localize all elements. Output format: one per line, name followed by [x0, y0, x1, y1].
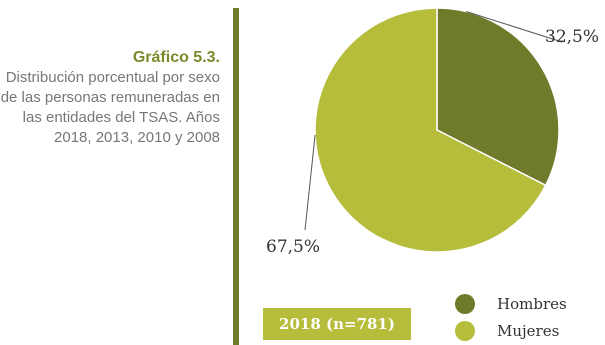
legend-label-hombres: Hombres [497, 294, 567, 313]
legend-swatch-mujeres [455, 320, 475, 341]
leader-line-hombres [466, 11, 563, 43]
chart-caption: Gráfico 5.3. Distribución porcentual por… [0, 48, 220, 148]
caption-body: Distribución porcentual por sexo de las … [0, 69, 220, 146]
leader-line-mujeres [304, 134, 316, 231]
legend-swatch-hombres [455, 293, 475, 314]
legend-label-mujeres: Mujeres [497, 321, 560, 340]
slice-label-hombres: 32,5% [545, 27, 599, 47]
legend: Hombres Mujeres [455, 290, 567, 344]
year-tag: 2018 (n=781) [263, 308, 411, 340]
vertical-divider [233, 8, 239, 345]
caption-title: Gráfico 5.3. [132, 49, 220, 66]
pie-slice-hombres [436, 7, 560, 187]
slice-label-mujeres: 67,5% [266, 237, 320, 257]
legend-item-mujeres: Mujeres [455, 317, 567, 344]
legend-item-hombres: Hombres [455, 290, 567, 317]
pie-slice-mujeres [314, 7, 547, 253]
